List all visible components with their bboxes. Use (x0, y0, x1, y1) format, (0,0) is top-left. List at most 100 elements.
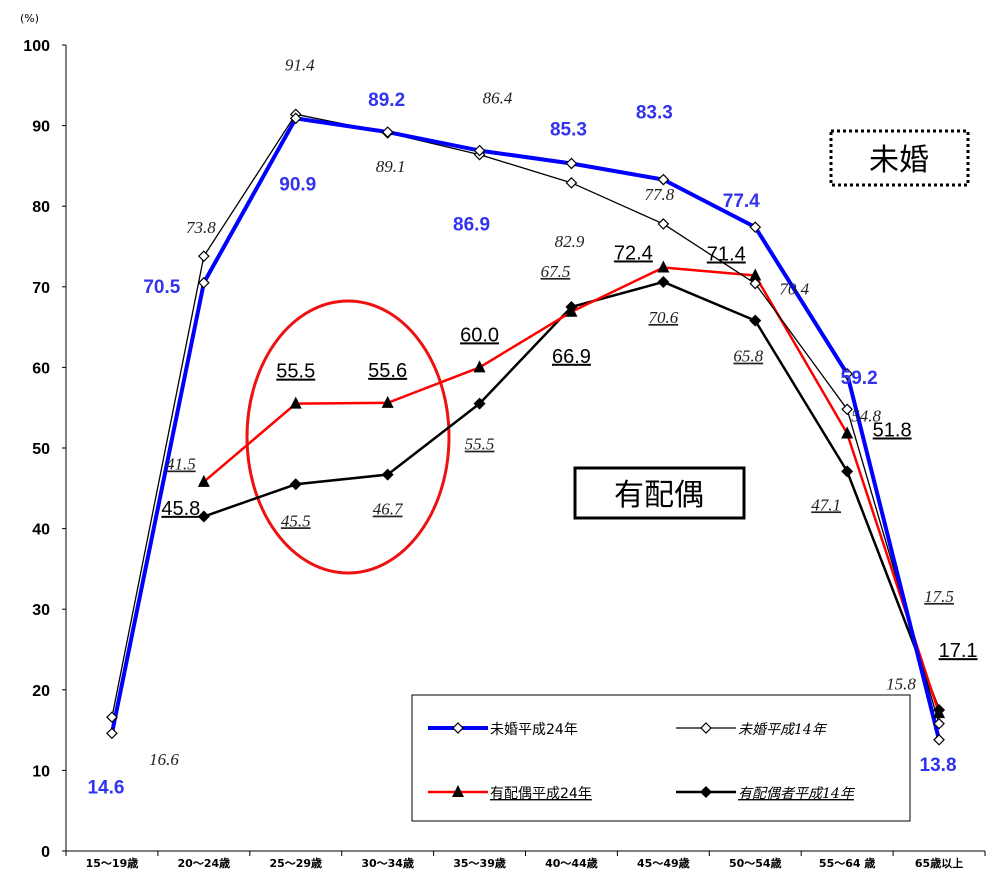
point-marker (933, 733, 945, 746)
data-label: 60.0 (460, 324, 499, 346)
legend-label-1: 未婚平成14年 (738, 722, 828, 738)
data-label: 83.3 (636, 103, 673, 124)
point-marker (565, 176, 578, 189)
data-label: 17.1 (939, 640, 978, 662)
legend-label-3: 有配偶者平成14年 (738, 786, 856, 802)
unmarried-box: 未婚 (829, 129, 970, 187)
point-marker (749, 221, 762, 234)
series-line-1 (111, 113, 940, 724)
x-tick-label: 40～44歳 (545, 856, 598, 870)
data-label: 65.8 (733, 347, 763, 366)
data-label: 13.8 (920, 755, 957, 776)
y-tick-label: 20 (32, 683, 50, 700)
married-box-frame (573, 466, 746, 520)
series-line-0 (109, 116, 941, 741)
point-marker (198, 250, 210, 263)
data-label: 72.4 (614, 242, 653, 264)
point-marker (749, 314, 762, 327)
data-label: 54.8 (851, 406, 881, 425)
data-label: 86.4 (483, 89, 513, 108)
series-markers (106, 108, 946, 746)
data-label: 89.2 (368, 90, 405, 111)
x-tick-label: 45～49歳 (637, 856, 690, 870)
point-marker (749, 277, 762, 290)
data-label: 51.8 (873, 419, 912, 441)
data-label: 46.7 (373, 500, 404, 519)
data-label: 55.6 (368, 360, 407, 382)
data-label: 14.6 (87, 777, 124, 798)
y-tick-label: 10 (32, 763, 50, 780)
legend-marker-0 (452, 722, 464, 734)
legend-item-2: 有配偶平成24年 (428, 785, 592, 802)
data-label: 67.5 (541, 262, 571, 281)
data-label: 55.5 (276, 361, 315, 383)
data-label: 82.9 (555, 232, 585, 251)
data-label: 86.9 (453, 215, 490, 236)
data-label: 45.8 (161, 498, 200, 520)
y-axis-ticks: 0 10 20 30 40 50 60 70 80 90 100 (23, 38, 66, 861)
data-label: 41.5 (166, 455, 196, 474)
x-tick-label: 25～29歳 (269, 856, 322, 870)
unit-label: (%) (20, 12, 39, 25)
y-tick-label: 40 (32, 522, 50, 539)
data-label: 91.4 (285, 55, 315, 74)
legend-item-0: 未婚平成24年 (428, 722, 578, 738)
unmarried-box-frame (829, 129, 970, 187)
point-marker (289, 396, 302, 409)
legend-marker-1 (700, 722, 712, 734)
legend-marker-3 (700, 786, 712, 798)
married-box: 有配偶 (573, 466, 746, 520)
point-marker (197, 510, 210, 523)
point-marker (657, 260, 670, 273)
data-label: 70.5 (143, 277, 180, 298)
point-marker (749, 268, 762, 281)
point-marker (473, 144, 486, 157)
y-tick-label: 90 (32, 119, 50, 136)
point-marker (197, 474, 210, 487)
x-tick-label: 55～64 歳 (819, 856, 875, 870)
point-marker (657, 275, 670, 288)
point-marker (565, 304, 578, 317)
point-marker (841, 426, 854, 439)
legend-item-1: 未婚平成14年 (676, 722, 828, 738)
married-box-label: 有配偶 (614, 478, 704, 513)
legend-label-0: 未婚平成24年 (490, 722, 578, 738)
legend-frame (411, 694, 911, 822)
highlight-ellipse (245, 299, 451, 575)
data-label: 77.4 (723, 191, 760, 212)
point-marker (933, 717, 945, 730)
point-marker (841, 367, 853, 380)
point-marker (198, 276, 210, 289)
point-marker (289, 478, 302, 491)
x-tick-label: 50～54歳 (729, 856, 782, 870)
legend-item-3: 有配偶者平成14年 (676, 786, 856, 802)
x-tick-label: 65歳以上 (915, 856, 963, 870)
data-label: 15.8 (886, 675, 916, 694)
x-tick-label: 20～24歳 (178, 856, 231, 870)
point-marker (106, 727, 118, 740)
data-label: 47.1 (811, 495, 841, 514)
point-marker (381, 468, 394, 481)
data-label: 77.8 (644, 185, 674, 204)
data-label: 45.5 (281, 511, 311, 530)
data-label: 55.5 (465, 435, 495, 454)
point-marker (106, 711, 118, 724)
point-marker (565, 157, 578, 170)
y-tick-label: 60 (32, 360, 50, 377)
y-tick-label: 100 (23, 38, 50, 55)
legend-label-2: 有配偶平成24年 (490, 786, 592, 802)
y-tick-label: 70 (32, 280, 50, 297)
unmarried-box-label: 未婚 (869, 143, 929, 178)
point-marker (657, 218, 670, 230)
point-marker (657, 173, 670, 186)
point-marker (381, 395, 394, 408)
data-label: 70.4 (779, 280, 809, 299)
x-tick-label: 35～39歳 (453, 856, 506, 870)
point-marker (933, 706, 946, 719)
data-label: 17.5 (924, 587, 954, 606)
point-marker (841, 465, 854, 478)
x-tick-label: 30～34歳 (361, 856, 414, 870)
legend-marker-2 (452, 785, 464, 797)
legend: 未婚平成24年 未婚平成14年 有配偶平成24年 有配偶者平成14年 (411, 694, 911, 822)
